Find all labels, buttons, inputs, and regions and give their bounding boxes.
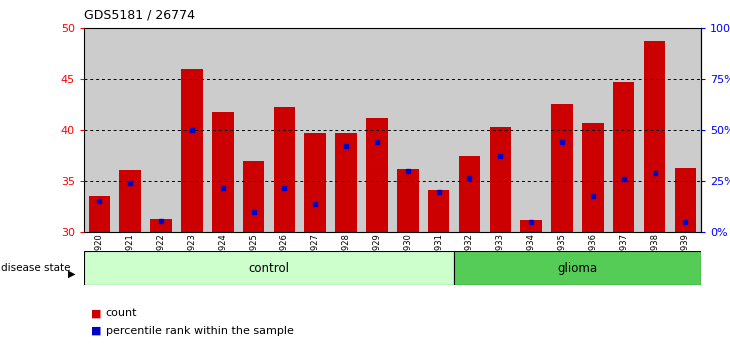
Bar: [639, 28, 670, 232]
Bar: [181, 69, 203, 232]
Text: disease state: disease state: [1, 263, 71, 273]
Bar: [243, 161, 264, 232]
Text: glioma: glioma: [558, 262, 597, 275]
Bar: [238, 28, 269, 232]
Bar: [613, 82, 634, 232]
Text: GDS5181 / 26774: GDS5181 / 26774: [84, 9, 195, 22]
Bar: [274, 107, 295, 232]
Bar: [120, 170, 141, 232]
Bar: [361, 28, 392, 232]
Bar: [454, 251, 701, 285]
Bar: [207, 28, 238, 232]
Text: count: count: [106, 308, 137, 318]
Bar: [577, 28, 608, 232]
Bar: [515, 28, 547, 232]
Bar: [428, 190, 450, 232]
Bar: [670, 28, 701, 232]
Text: ▶: ▶: [68, 268, 75, 278]
Bar: [392, 28, 423, 232]
Bar: [366, 118, 388, 232]
Bar: [520, 219, 542, 232]
Bar: [458, 155, 480, 232]
Bar: [88, 196, 110, 232]
Bar: [145, 28, 177, 232]
Bar: [177, 28, 207, 232]
Bar: [269, 28, 300, 232]
Bar: [304, 133, 326, 232]
Bar: [331, 28, 361, 232]
Bar: [423, 28, 454, 232]
Bar: [608, 28, 639, 232]
Bar: [582, 123, 604, 232]
Bar: [454, 28, 485, 232]
Bar: [84, 28, 115, 232]
Bar: [675, 168, 696, 232]
Bar: [335, 133, 357, 232]
Bar: [300, 28, 331, 232]
Bar: [212, 112, 234, 232]
Bar: [551, 104, 573, 232]
Text: control: control: [248, 262, 290, 275]
Bar: [115, 28, 145, 232]
Text: ■: ■: [91, 308, 101, 318]
Bar: [150, 219, 172, 232]
Text: ■: ■: [91, 326, 101, 336]
Bar: [644, 41, 665, 232]
Bar: [485, 28, 515, 232]
Text: percentile rank within the sample: percentile rank within the sample: [106, 326, 293, 336]
Bar: [397, 169, 418, 232]
Bar: [490, 127, 511, 232]
Bar: [547, 28, 577, 232]
Bar: [84, 251, 454, 285]
